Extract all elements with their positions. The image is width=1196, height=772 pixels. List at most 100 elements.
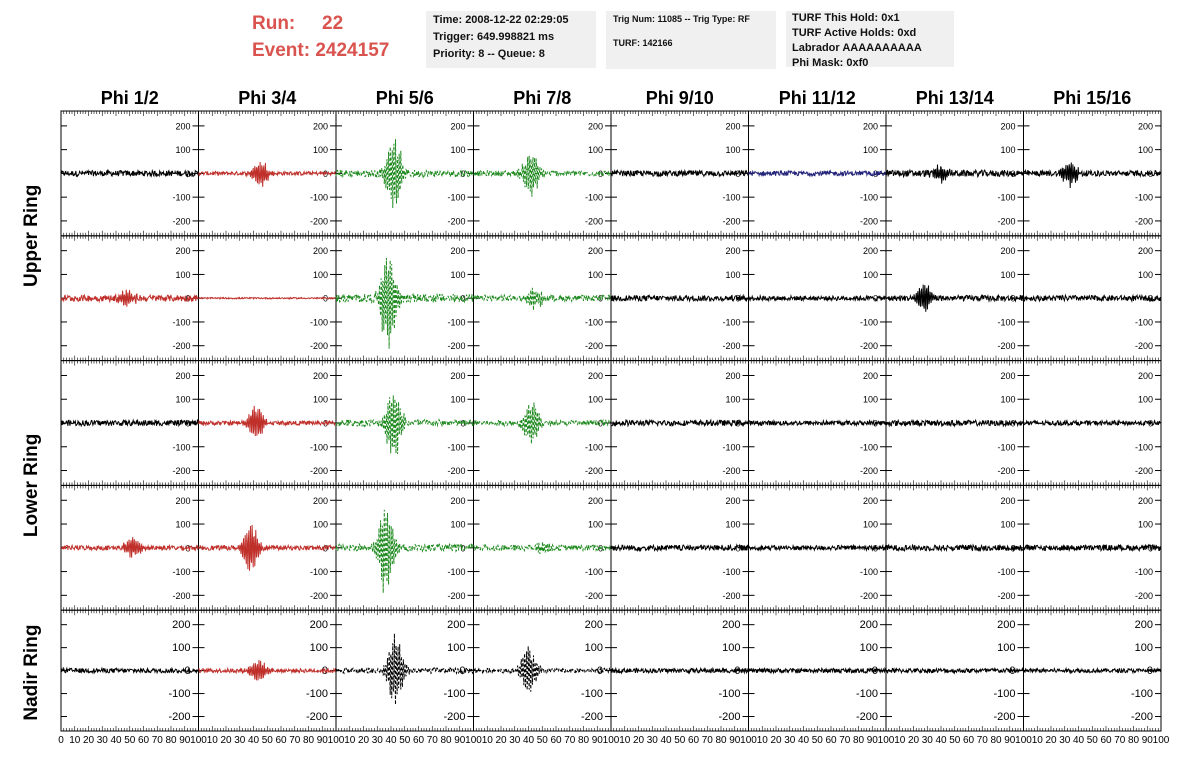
y-tick-label: -200: [172, 216, 190, 226]
y-tick-label: 0: [735, 543, 740, 553]
waveform-trace: [885, 418, 1024, 428]
x-tick-label: 80: [853, 735, 865, 746]
column-title: Phi 13/14: [916, 88, 994, 108]
column-title: Phi 15/16: [1053, 88, 1131, 108]
waveform-trace: [886, 284, 1024, 312]
waveform-trace: [748, 418, 887, 428]
y-tick-label: -200: [722, 341, 740, 351]
y-tick-label: -100: [860, 442, 878, 452]
y-tick-label: -100: [585, 442, 603, 452]
y-tick-label: -100: [172, 567, 190, 577]
y-tick-label: 200: [722, 619, 740, 631]
waveform-trace: [335, 509, 474, 593]
x-tick-label: 20: [908, 735, 920, 746]
waveform-trace: [198, 405, 337, 437]
y-tick-label: 200: [450, 121, 465, 131]
waveform-trace: [885, 666, 1024, 675]
trig-info-box: Trig Num: 11085 -- Trig Type: RF TURF: 1…: [606, 11, 776, 69]
y-tick-label: -100: [443, 688, 465, 700]
y-tick-label: 200: [450, 371, 465, 381]
run-label: Run:: [252, 13, 296, 34]
x-tick-label: 10: [69, 735, 81, 746]
y-tick-label: 0: [185, 543, 190, 553]
y-tick-label: 200: [313, 121, 328, 131]
waveform-trace: [610, 543, 749, 553]
y-tick-label: -200: [860, 466, 878, 476]
waveform-trace: [60, 289, 199, 307]
y-tick-label: -100: [172, 317, 190, 327]
y-tick-label: 100: [588, 145, 603, 155]
y-tick-label: -200: [443, 711, 465, 723]
y-tick-label: -100: [168, 688, 190, 700]
y-tick-label: 0: [598, 169, 603, 179]
y-tick-label: 100: [313, 520, 328, 530]
y-tick-label: 200: [1000, 246, 1015, 256]
waveform-trace: [610, 168, 749, 178]
y-tick-label: 200: [1000, 496, 1015, 506]
run-event-box: Run: 22 Event: 2424157: [252, 10, 389, 64]
x-tick-label: 100: [603, 735, 620, 746]
y-tick-label: 100: [863, 145, 878, 155]
y-tick-label: -100: [860, 567, 878, 577]
y-tick-label: 200: [310, 619, 328, 631]
y-tick-label: -100: [310, 567, 328, 577]
y-tick-label: 200: [863, 371, 878, 381]
x-tick-label: 50: [949, 735, 961, 746]
waveform-trace: [1023, 418, 1162, 427]
x-tick-label: 20: [220, 735, 232, 746]
y-tick-label: 200: [450, 496, 465, 506]
waveform-trace: [748, 169, 887, 178]
y-tick-label: -200: [447, 466, 465, 476]
y-tick-label: 200: [725, 246, 740, 256]
y-tick-label: 200: [175, 246, 190, 256]
y-tick-label: 200: [863, 496, 878, 506]
x-tick-label: 50: [812, 735, 824, 746]
y-tick-label: 200: [1000, 371, 1015, 381]
y-tick-label: 200: [447, 619, 465, 631]
x-tick-label: 10: [207, 735, 219, 746]
y-tick-label: 100: [175, 395, 190, 405]
run-line: Run: 22: [252, 10, 389, 37]
x-tick-label: 80: [165, 735, 177, 746]
y-tick-label: 100: [310, 642, 328, 654]
x-tick-label: 10: [482, 735, 494, 746]
y-tick-label: -200: [306, 711, 328, 723]
x-tick-label: 40: [660, 735, 672, 746]
waveform-trace: [1023, 543, 1162, 553]
y-tick-label: 100: [313, 395, 328, 405]
x-tick-label: 40: [523, 735, 535, 746]
x-tick-label: 80: [1128, 735, 1140, 746]
y-tick-label: -200: [1135, 216, 1153, 226]
waveform-trace: [335, 633, 474, 705]
column-title: Phi 1/2: [101, 88, 159, 108]
time-text: Time: 2008-12-22 02:29:05: [433, 14, 569, 26]
y-tick-label: 100: [725, 270, 740, 280]
y-tick-label: 100: [722, 642, 740, 654]
x-tick-label: 70: [839, 735, 851, 746]
y-tick-label: 100: [1138, 145, 1153, 155]
x-tick-label: 20: [495, 735, 507, 746]
y-tick-label: -100: [1135, 442, 1153, 452]
y-tick-label: -200: [1135, 466, 1153, 476]
y-tick-label: -200: [718, 711, 740, 723]
y-tick-label: 100: [1000, 520, 1015, 530]
phi-mask-text: Phi Mask: 0xf0: [792, 57, 869, 69]
y-tick-label: 100: [1000, 145, 1015, 155]
y-tick-label: 100: [172, 642, 190, 654]
column-title: Phi 7/8: [513, 88, 571, 108]
waveform-trace: [1023, 293, 1162, 303]
y-tick-label: -200: [447, 216, 465, 226]
y-tick-label: -100: [447, 442, 465, 452]
y-tick-label: -100: [585, 567, 603, 577]
ring-label: Lower Ring: [21, 434, 42, 537]
y-tick-label: 100: [313, 145, 328, 155]
event-value: 2424157: [315, 40, 390, 61]
waveform-trace: [748, 543, 887, 552]
y-tick-label: -200: [722, 591, 740, 601]
x-tick-label: 90: [1004, 735, 1016, 746]
y-tick-label: 200: [725, 496, 740, 506]
trig-num-text: Trig Num: 11085 -- Trig Type: RF: [613, 14, 750, 24]
y-tick-label: 200: [1135, 619, 1153, 631]
x-tick-label: 30: [97, 735, 109, 746]
y-tick-label: 100: [997, 642, 1015, 654]
